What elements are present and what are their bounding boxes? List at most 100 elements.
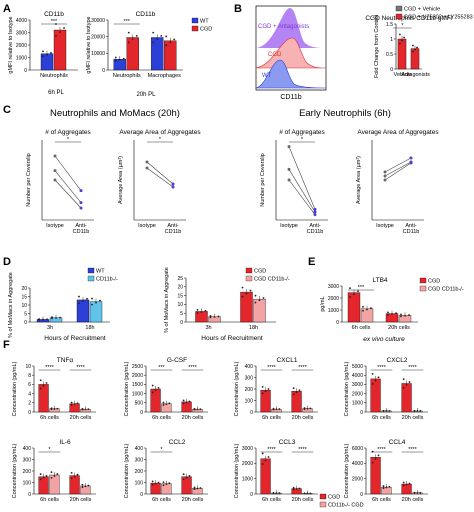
legend-e-label: CGD CD11b-/- bbox=[428, 287, 464, 293]
D2-dot bbox=[204, 310, 207, 312]
F1-xtick-label: 6h cells bbox=[40, 415, 59, 421]
D2-dot bbox=[196, 312, 199, 314]
F6-ytick-label: 400 bbox=[135, 446, 144, 452]
F8-title: CCL4 bbox=[389, 439, 406, 446]
E-ytick-label: 1000 bbox=[328, 308, 339, 314]
D2-ylabel: % of MoMacs in Aggregate bbox=[164, 267, 170, 333]
F4-dot bbox=[385, 410, 388, 412]
panel-letter-e: E bbox=[308, 256, 315, 268]
F6-title: CCL2 bbox=[169, 439, 186, 446]
F2-dot bbox=[193, 407, 196, 410]
flow-peak-cgd bbox=[255, 37, 327, 69]
C3-sig-label: * bbox=[301, 137, 304, 143]
D2-dot bbox=[209, 315, 212, 317]
F8-xtick-label: 6h cells bbox=[372, 497, 391, 503]
D1-dot bbox=[91, 297, 93, 300]
F6-xtick-label: 20h cells bbox=[182, 497, 204, 503]
D1-dot bbox=[46, 318, 48, 321]
F3-dot bbox=[275, 408, 278, 411]
F1-ytick-label: 0 bbox=[28, 410, 31, 416]
C2-point-anti bbox=[171, 185, 175, 189]
A2-dot bbox=[169, 41, 172, 44]
F6-dot bbox=[188, 474, 191, 477]
E-dot bbox=[400, 315, 402, 318]
C4-point-anti bbox=[409, 161, 413, 165]
C1-series-line bbox=[54, 155, 82, 191]
D2-dot bbox=[254, 294, 257, 297]
F7-xtick-label: 20h cells bbox=[292, 497, 314, 503]
F3-dot bbox=[292, 393, 295, 396]
C4-xtick-label: Isotype bbox=[376, 223, 394, 229]
F5-dot bbox=[39, 478, 42, 481]
F8-dot bbox=[377, 454, 380, 457]
F6-dot bbox=[168, 482, 171, 485]
A2-dot bbox=[156, 38, 159, 41]
E-dot bbox=[370, 307, 372, 310]
A2-dot bbox=[135, 34, 138, 37]
legend-e-label: CGD bbox=[428, 279, 440, 285]
D2-ytick-label: 5 bbox=[180, 311, 183, 317]
F8-dot bbox=[382, 485, 385, 487]
F3-sig-label: **** bbox=[267, 365, 276, 371]
F2-dot bbox=[182, 399, 185, 402]
F4-dot bbox=[402, 386, 405, 389]
legend-a-swatch bbox=[191, 25, 199, 32]
F3-dot bbox=[298, 389, 301, 392]
F3-xtick-label: 6h cells bbox=[262, 415, 281, 421]
D1-ytick-label: 15 bbox=[21, 294, 27, 300]
C4-xtick-label-2: CD11b bbox=[403, 229, 420, 235]
F6-dot bbox=[162, 481, 165, 483]
F6-dot bbox=[196, 487, 199, 490]
F6-ytick-label: 0 bbox=[140, 492, 143, 498]
F3-xtick-label: 20h cells bbox=[292, 415, 314, 421]
E-dot bbox=[387, 313, 389, 316]
F6-dot bbox=[193, 488, 196, 491]
F1-dot bbox=[87, 408, 90, 411]
A2-dot bbox=[127, 41, 130, 44]
F1-dot bbox=[53, 408, 56, 410]
D2-ytick-label: 20 bbox=[177, 285, 183, 291]
B-dot bbox=[412, 50, 414, 53]
c-right-heading: Early Neutrophils (6h) bbox=[299, 108, 391, 119]
F3-dot bbox=[278, 408, 281, 410]
D1-dot bbox=[91, 303, 93, 306]
F5-dot bbox=[50, 476, 53, 479]
C3-series-line bbox=[288, 146, 316, 210]
F8-ytick-label: 6000 bbox=[352, 446, 363, 452]
F8-dot bbox=[371, 461, 374, 464]
F3-dot bbox=[306, 407, 309, 410]
F7-dot bbox=[292, 488, 295, 491]
D1-dot bbox=[95, 301, 97, 304]
F8-dot bbox=[408, 482, 411, 485]
F1-ytick-label: 4 bbox=[28, 391, 31, 397]
D1-dot bbox=[59, 316, 61, 319]
E-dot bbox=[353, 293, 355, 295]
C3-point-isotype bbox=[287, 178, 291, 182]
F5-dot bbox=[70, 477, 73, 480]
C1-point-isotype bbox=[53, 154, 57, 158]
E-dot bbox=[400, 313, 402, 316]
A2-dot bbox=[127, 31, 130, 34]
F4-ytick-label: 5000 bbox=[352, 364, 363, 370]
C1-xtick-label-2: CD11b bbox=[73, 229, 90, 235]
C4-point-anti bbox=[409, 156, 413, 160]
C4-title: Average Area of Aggregates bbox=[357, 129, 439, 136]
D1-dot bbox=[86, 297, 88, 300]
E-ytick-label: 2000 bbox=[328, 296, 339, 302]
B-ytick-label: 1.5 bbox=[386, 22, 393, 28]
legend-d1-label: CD11b-/- bbox=[96, 277, 118, 283]
B-dot bbox=[403, 36, 405, 39]
F8-dot bbox=[374, 458, 377, 460]
E-dot bbox=[362, 309, 364, 312]
D2-ytick-label: 15 bbox=[177, 293, 183, 299]
legends-layer: WT CGD CGD + Vehicle CGD + U75302 + LY25528… bbox=[87, 5, 473, 509]
D2-ytick-label: 25 bbox=[177, 276, 183, 282]
C2-point-anti bbox=[171, 182, 175, 186]
F7-dot bbox=[278, 492, 281, 494]
F7-ytick-label: 2000 bbox=[242, 461, 253, 467]
a-footer-right: 20h PL bbox=[136, 92, 156, 98]
B-ylabel: Fold Change from Control bbox=[374, 15, 380, 78]
F1-title: TNFα bbox=[57, 357, 74, 364]
F6-dot bbox=[182, 473, 185, 476]
